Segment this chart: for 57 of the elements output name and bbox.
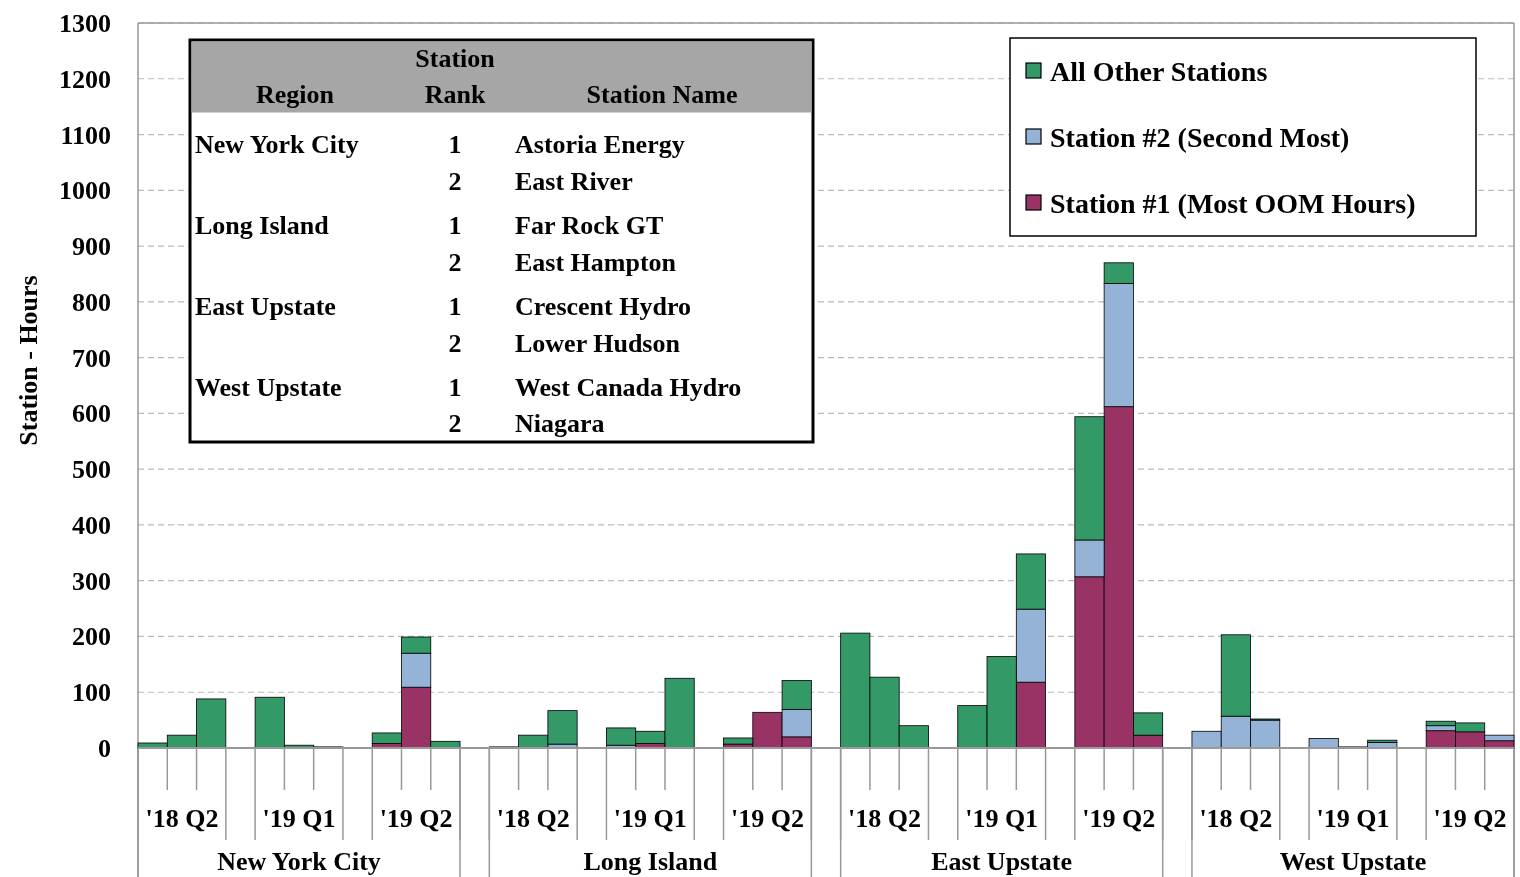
x-tick-label: '18 Q2 (496, 804, 570, 833)
annotation: Region (256, 80, 335, 109)
annotation: Station Name (586, 80, 738, 109)
legend-label: Station #2 (Second Most) (1050, 122, 1350, 153)
annotation: Niagara (515, 409, 605, 438)
annotation: East River (515, 167, 633, 196)
x-tick-label: '19 Q2 (1082, 804, 1156, 833)
x-tick-label: '19 Q2 (379, 804, 453, 833)
annotation: Long Island (195, 211, 330, 240)
text: East Upstate (931, 847, 1073, 876)
text: New York City (217, 847, 381, 876)
annotation: East Hampton (515, 248, 677, 277)
annotation: 1 (448, 211, 462, 240)
annotation: Far Rock GT (515, 211, 664, 240)
y-tick-label: 500 (72, 455, 111, 485)
annotation: 1 (448, 292, 462, 321)
y-tick-label: 200 (72, 622, 111, 652)
x-tick-label: '18 Q2 (848, 804, 922, 833)
annotation: Astoria Energy (515, 130, 685, 159)
y-tick-label: 600 (72, 399, 111, 429)
x-tick-label: '19 Q1 (1316, 804, 1390, 833)
y-tick-label: 0 (98, 734, 111, 763)
text: West Upstate (1279, 847, 1427, 876)
annotation: 2 (448, 248, 462, 277)
text: Long Island (583, 847, 718, 876)
annotation: Lower Hudson (515, 329, 681, 358)
y-tick-label: 700 (72, 343, 111, 373)
y-tick-label: 900 (72, 232, 111, 262)
y-tick-label: 1100 (60, 120, 111, 150)
y-tick-label: 400 (72, 510, 111, 540)
annotation: East Upstate (195, 292, 336, 321)
annotation: 2 (448, 329, 462, 358)
y-tick-label: 1300 (59, 9, 111, 38)
x-tick-label: '19 Q2 (730, 804, 804, 833)
annotation: Crescent Hydro (515, 292, 691, 321)
annotation: 1 (448, 130, 462, 159)
annotation: 2 (448, 409, 462, 438)
y-tick-label: 1200 (59, 64, 111, 94)
x-tick-label: '19 Q2 (1433, 804, 1507, 833)
annotation: New York City (195, 130, 359, 159)
y-tick-label: 1000 (59, 176, 111, 206)
y-tick-label: 300 (72, 566, 111, 596)
annotation: West Canada Hydro (515, 373, 742, 402)
x-tick-label: '19 Q1 (965, 804, 1039, 833)
legend-label: Station #1 (Most OOM Hours) (1050, 188, 1416, 219)
annotation: 1 (448, 373, 462, 402)
y-tick-label: 100 (72, 678, 111, 708)
annotation: 2 (448, 167, 462, 196)
y-axis-title: Station - Hours (14, 275, 43, 446)
y-tick-label: 800 (72, 287, 111, 317)
x-tick-label: '18 Q2 (1199, 804, 1273, 833)
x-tick-label: '19 Q1 (613, 804, 687, 833)
x-tick-label: '18 Q2 (145, 804, 219, 833)
x-tick-label: '19 Q1 (262, 804, 336, 833)
annotation: Station Rank (415, 44, 496, 109)
legend-label: All Other Stations (1050, 56, 1268, 87)
annotation: West Upstate (195, 373, 342, 402)
